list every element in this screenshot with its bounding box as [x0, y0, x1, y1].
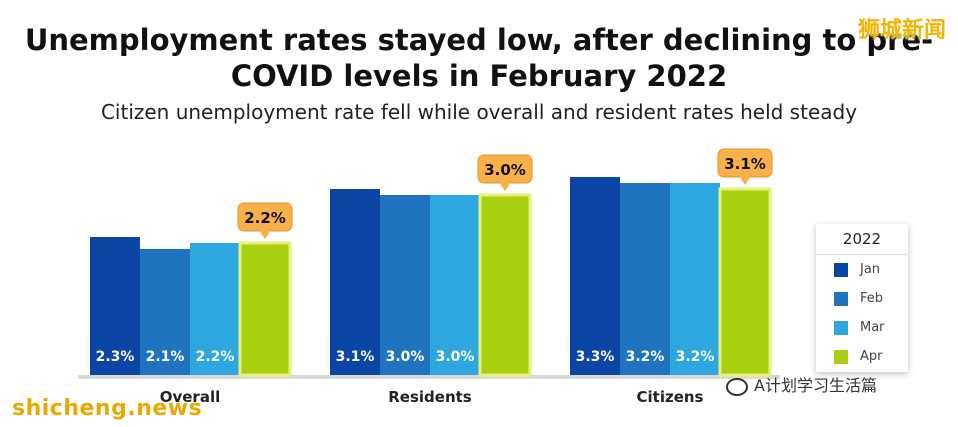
category-label-residents: Residents	[388, 388, 472, 406]
bar-residents-mar	[430, 195, 480, 375]
bar-chart: 2.3% 2.1% 2.2% 2.2% Overall 3.1% 3.0% 3.0% 3.0% R…	[78, 148, 780, 406]
data-label-citizens-mar: 3.2%	[676, 349, 715, 365]
callout-pointer-overall	[259, 230, 271, 239]
legend-swatch-apr	[834, 349, 848, 364]
data-label-citizens-apr: 3.1%	[724, 155, 766, 173]
bar-citizens-mar	[670, 183, 720, 375]
bar-citizens-feb	[620, 183, 670, 375]
bar-overall-apr	[238, 241, 292, 377]
legend: 2022 Jan Feb Mar Apr	[816, 224, 908, 372]
data-label-residents-apr: 3.0%	[484, 161, 526, 179]
legend-item-mar: Mar	[816, 313, 908, 342]
bar-citizens-apr	[718, 187, 772, 377]
data-label-residents-mar: 3.0%	[436, 349, 475, 365]
data-label-overall-jan: 2.3%	[96, 349, 135, 365]
data-label-citizens-jan: 3.3%	[576, 349, 615, 365]
watermark-wechat-text: A计划学习生活篇	[754, 376, 877, 395]
legend-swatch-mar	[834, 320, 848, 335]
data-label-overall-feb: 2.1%	[146, 349, 185, 365]
x-axis-baseline	[78, 375, 780, 379]
chart-title: Unemployment rates stayed low, after dec…	[24, 23, 934, 93]
callout-pointer-citizens	[739, 176, 751, 185]
watermark-site: shicheng.news	[12, 396, 203, 421]
bar-residents-feb	[380, 195, 430, 375]
data-label-residents-jan: 3.1%	[336, 349, 375, 365]
bar-residents-jan	[330, 189, 380, 375]
legend-label-apr: Apr	[860, 349, 883, 364]
bar-residents-apr	[478, 193, 532, 377]
bar-overall-mar	[190, 243, 240, 375]
legend-title: 2022	[816, 224, 908, 255]
legend-label-jan: Jan	[860, 262, 881, 277]
bar-overall-feb	[140, 249, 190, 375]
callout-pointer-residents	[499, 182, 511, 191]
chart-subtitle: Citizen unemployment rate fell while ove…	[100, 100, 858, 124]
legend-item-apr: Apr	[816, 342, 908, 371]
legend-label-feb: Feb	[860, 291, 884, 306]
wechat-icon	[726, 377, 748, 396]
watermark-top: 狮城新闻	[857, 18, 946, 43]
category-label-overall: Overall	[160, 388, 221, 406]
legend-label-mar: Mar	[860, 320, 885, 335]
legend-item-feb: Feb	[816, 284, 908, 313]
watermark-wechat: A计划学习生活篇	[726, 372, 877, 396]
data-label-overall-apr: 2.2%	[244, 209, 286, 227]
bar-citizens-jan	[570, 177, 620, 375]
data-label-citizens-feb: 3.2%	[626, 349, 665, 365]
data-label-overall-mar: 2.2%	[196, 349, 235, 365]
legend-swatch-feb	[834, 291, 848, 306]
data-label-residents-feb: 3.0%	[386, 349, 425, 365]
category-label-citizens: Citizens	[637, 388, 704, 406]
legend-swatch-jan	[834, 262, 848, 277]
legend-item-jan: Jan	[816, 255, 908, 284]
bar-overall-jan	[90, 237, 140, 375]
